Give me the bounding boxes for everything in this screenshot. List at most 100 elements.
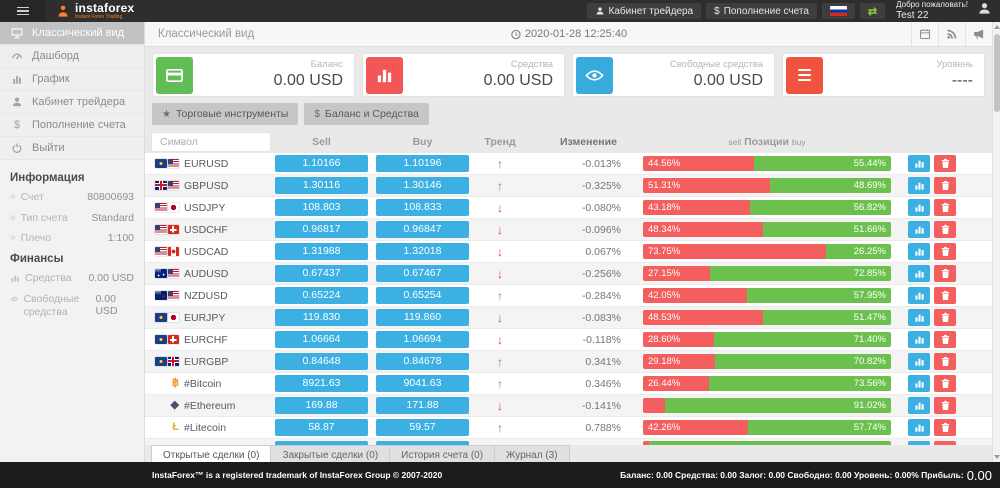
sidebar-item-chart[interactable]: График — [0, 68, 144, 91]
remove-symbol-button[interactable] — [934, 177, 956, 194]
buy-price-button[interactable]: 1.10196 — [376, 155, 469, 172]
open-chart-button[interactable] — [908, 375, 930, 392]
remove-symbol-button[interactable] — [934, 353, 956, 370]
open-chart-button[interactable] — [908, 155, 930, 172]
positions-sell-bar: 43.18% — [643, 200, 751, 215]
symbol-label: EURJPY — [184, 311, 226, 324]
change-value: -0.080% — [581, 201, 621, 214]
buy-price-button[interactable]: 1.06694 — [376, 331, 469, 348]
sell-price-button[interactable]: 1.30116 — [275, 177, 368, 194]
trading-instruments-button[interactable]: ★ Торговые инструменты — [152, 103, 299, 125]
balance-card: Баланс 0.00 USD — [152, 53, 355, 97]
open-chart-button[interactable] — [908, 397, 930, 414]
sell-price-button[interactable]: 0.65224 — [275, 287, 368, 304]
nz-flag-icon — [155, 291, 167, 300]
buy-price-button[interactable]: 171.88 — [376, 397, 469, 414]
sidebar-item-logout[interactable]: Выйти — [0, 137, 144, 160]
change-value: 0.067% — [585, 245, 621, 258]
open-chart-button[interactable] — [908, 331, 930, 348]
balance-equity-button[interactable]: $ Баланс и Средства — [304, 103, 429, 125]
open-chart-button[interactable] — [908, 441, 930, 445]
remove-symbol-button[interactable] — [934, 287, 956, 304]
crypto-icon: ◆ — [170, 399, 179, 411]
account-switch-button[interactable]: ⇄ — [859, 3, 886, 19]
scrollbar-thumb[interactable] — [994, 34, 1000, 112]
avatar[interactable] — [977, 1, 992, 21]
buy-price-button[interactable] — [376, 441, 469, 445]
open-chart-button[interactable] — [908, 177, 930, 194]
remove-symbol-button[interactable] — [934, 199, 956, 216]
scroll-down-arrow[interactable] — [994, 455, 1000, 459]
calendar-button[interactable] — [911, 22, 938, 46]
open-chart-button[interactable] — [908, 221, 930, 238]
sell-price-button[interactable]: 169.88 — [275, 397, 368, 414]
remove-symbol-button[interactable] — [934, 375, 956, 392]
sell-price-button[interactable] — [275, 441, 368, 445]
buy-price-button[interactable]: 59.57 — [376, 419, 469, 436]
buy-price-button[interactable]: 0.96847 — [376, 221, 469, 238]
announcements-button[interactable] — [965, 22, 992, 46]
symbol-label: USDCAD — [184, 245, 229, 258]
symbol-filter-input[interactable] — [152, 133, 270, 151]
sidebar-item-dashboard[interactable]: Дашборд — [0, 45, 144, 68]
equity-card: Средства 0.00 USD — [362, 53, 565, 97]
open-chart-button[interactable] — [908, 265, 930, 282]
remove-symbol-button[interactable] — [934, 155, 956, 172]
buy-price-button[interactable]: 0.67467 — [376, 265, 469, 282]
credit-card-icon — [156, 56, 193, 94]
sell-price-button[interactable]: 58.87 — [275, 419, 368, 436]
sell-price-button[interactable]: 1.06664 — [275, 331, 368, 348]
deposit-button[interactable]: $ Пополнение счета — [706, 3, 817, 19]
change-value: -0.284% — [581, 289, 621, 302]
buy-price-button[interactable]: 9041.63 — [376, 375, 469, 392]
vertical-scrollbar[interactable] — [992, 22, 1000, 462]
level-value: ---- — [951, 71, 973, 89]
remove-symbol-button[interactable] — [934, 419, 956, 436]
open-chart-button[interactable] — [908, 243, 930, 260]
table-header: Sell Buy Тренд Изменение sell Позиции bu… — [145, 131, 992, 153]
sell-price-button[interactable]: 8921.63 — [275, 375, 368, 392]
open-chart-button[interactable] — [908, 353, 930, 370]
open-chart-button[interactable] — [908, 287, 930, 304]
sell-price-button[interactable]: 0.67437 — [275, 265, 368, 282]
scroll-up-arrow[interactable] — [994, 25, 1000, 29]
open-chart-button[interactable] — [908, 199, 930, 216]
buy-price-button[interactable]: 0.65254 — [376, 287, 469, 304]
info-row-account-type: » Тип счета Standard — [10, 211, 134, 224]
remove-symbol-button[interactable] — [934, 331, 956, 348]
sell-price-button[interactable]: 0.84648 — [275, 353, 368, 370]
sidebar-item-classic-view[interactable]: Классический вид — [0, 22, 144, 45]
sidebar-item-trader-cabinet[interactable]: Кабинет трейдера — [0, 91, 144, 114]
open-chart-button[interactable] — [908, 419, 930, 436]
open-chart-button[interactable] — [908, 309, 930, 326]
menu-toggle-button[interactable] — [0, 0, 46, 22]
buy-price-button[interactable]: 1.30146 — [376, 177, 469, 194]
positions-buy-bar — [649, 441, 891, 445]
buy-price-button[interactable]: 0.84678 — [376, 353, 469, 370]
sidebar-item-deposit[interactable]: $ Пополнение счета — [0, 114, 144, 137]
remove-symbol-button[interactable] — [934, 441, 956, 445]
sell-price-button[interactable]: 1.31988 — [275, 243, 368, 260]
trader-cabinet-button[interactable]: Кабинет трейдера — [586, 3, 702, 19]
sidebar-item-label: Пополнение счета — [32, 119, 126, 131]
remove-symbol-button[interactable] — [934, 243, 956, 260]
us-flag-icon — [167, 181, 179, 190]
language-button[interactable] — [821, 3, 855, 19]
remove-symbol-button[interactable] — [934, 221, 956, 238]
buy-price-button[interactable]: 119.860 — [376, 309, 469, 326]
buy-price-button[interactable]: 1.32018 — [376, 243, 469, 260]
positions-column-header: sell Позиции buy — [728, 136, 806, 148]
dollar-icon: $ — [714, 5, 720, 17]
sell-price-button[interactable]: 108.803 — [275, 199, 368, 216]
remove-symbol-button[interactable] — [934, 397, 956, 414]
sell-price-button[interactable]: 119.830 — [275, 309, 368, 326]
buy-price-button[interactable]: 108.833 — [376, 199, 469, 216]
calendar-icon — [919, 29, 931, 40]
remove-symbol-button[interactable] — [934, 309, 956, 326]
sell-price-button[interactable]: 0.96817 — [275, 221, 368, 238]
remove-symbol-button[interactable] — [934, 265, 956, 282]
footer: InstaForex™ is a registered trademark of… — [0, 462, 1000, 488]
symbol-label: EURGBP — [184, 355, 229, 368]
sell-price-button[interactable]: 1.10166 — [275, 155, 368, 172]
news-feed-button[interactable] — [938, 22, 965, 46]
